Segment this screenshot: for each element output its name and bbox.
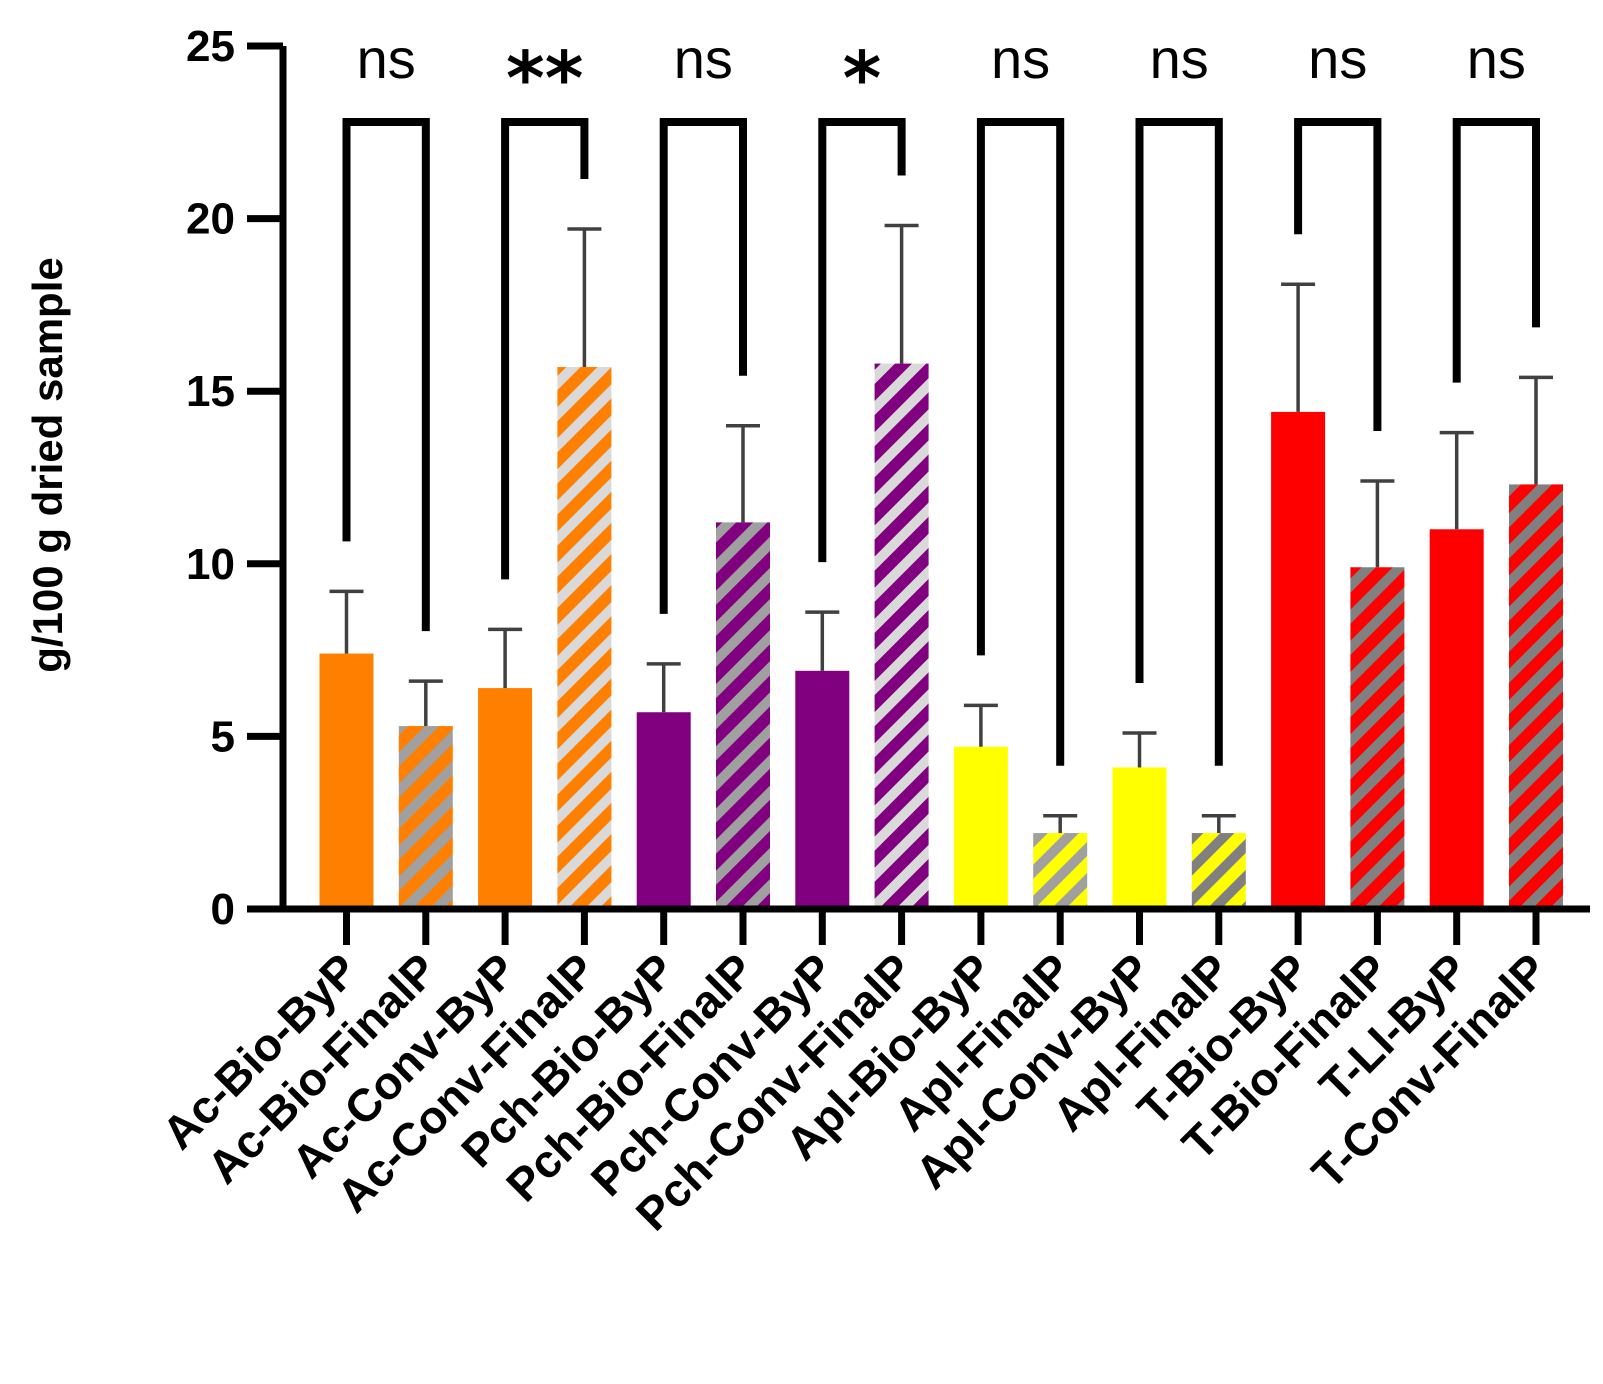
error-bar [1043, 814, 1078, 834]
error-bar [1201, 814, 1236, 834]
significance-bracket: ns [1135, 27, 1223, 766]
bar-t-li-byp [1429, 529, 1484, 909]
error-bars-layer [329, 223, 1553, 834]
bar-t-bio-finalp [1350, 567, 1405, 909]
bar-ac-bio-finalp [398, 726, 453, 909]
significance-bracket: ns [976, 27, 1065, 766]
significance-bracket: ns [1294, 27, 1382, 431]
y-tick-label: 25 [186, 22, 235, 71]
error-bar [1519, 375, 1553, 485]
bar-t-conv-finalp [1509, 484, 1563, 909]
significance-bracket: ns [342, 27, 430, 632]
bar-apl-finalp [1191, 833, 1246, 909]
significance-label: ns [357, 27, 416, 90]
bar-apl-conv-byp [1112, 767, 1167, 909]
error-bar [329, 589, 364, 654]
bar-pch-bio-byp [636, 712, 691, 909]
error-bar [884, 223, 919, 364]
error-bar [408, 679, 443, 727]
error-bar [1439, 430, 1474, 530]
y-tick-label: 15 [186, 367, 235, 416]
significance-label: * [843, 36, 882, 122]
error-bar [646, 662, 681, 713]
significance-bracket: * [818, 36, 906, 563]
bar-ac-conv-finalp [557, 367, 612, 909]
y-tick-label: 10 [186, 540, 235, 589]
y-tick-label: 5 [211, 712, 235, 761]
significance-bracket: ns [659, 27, 747, 614]
error-bar [1122, 731, 1157, 768]
y-tick-label: 20 [186, 195, 235, 244]
bar-ac-bio-byp [319, 653, 374, 909]
error-bar [488, 627, 523, 689]
error-bar [1360, 479, 1395, 568]
significance-bracket: ** [501, 36, 589, 580]
bars-layer [319, 363, 1563, 910]
error-bar [726, 423, 760, 523]
y-ticks-layer: 0 5 10 15 20 25 [186, 22, 283, 934]
bar-pch-conv-finalp [874, 363, 929, 910]
significance-label: ns [991, 27, 1050, 90]
bar-t-bio-byp [1271, 411, 1326, 909]
significance-bracket: ns [1452, 27, 1540, 383]
bar-apl-bio-byp [953, 746, 1008, 909]
y-axis-title: g/100 g dried sample [24, 257, 71, 673]
significance-label: ns [1308, 27, 1367, 90]
error-bar [963, 703, 998, 747]
x-ticks-layer: Ac-Bio-ByPAc-Bio-FinalPAc-Conv-ByPAc-Con… [152, 909, 1557, 1240]
bar-ac-conv-byp [478, 688, 533, 909]
significance-label: ns [1467, 27, 1526, 90]
bar-apl-finalp [1033, 833, 1088, 909]
significance-label: ** [506, 36, 583, 122]
axes-layer [279, 46, 1590, 913]
bar-pch-conv-byp [795, 670, 850, 909]
error-bar [805, 610, 840, 671]
significance-label: ns [1150, 27, 1209, 90]
y-tick-label: 0 [211, 885, 235, 934]
significance-label: ns [674, 27, 733, 90]
bar-pch-bio-finalp [716, 522, 770, 909]
error-bar [1281, 282, 1316, 412]
significance-layer: ns ** ns * ns ns ns ns [342, 27, 1540, 766]
error-bar [567, 227, 602, 368]
